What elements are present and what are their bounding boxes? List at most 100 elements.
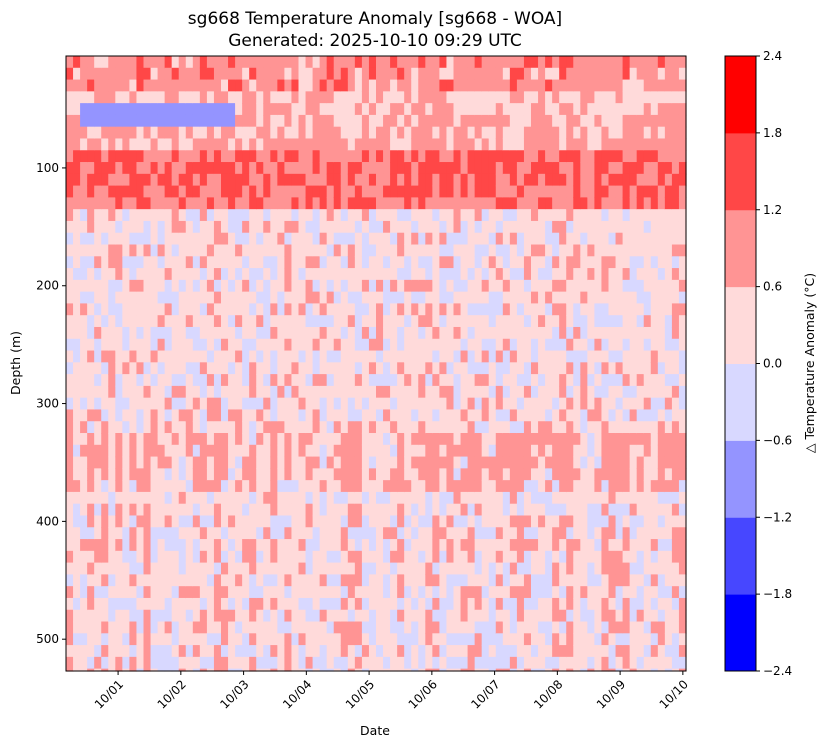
heatmap-cell [580,315,588,328]
heatmap-cell [446,315,455,328]
heatmap-cell [368,456,377,469]
heatmap-cell [305,162,314,175]
heatmap-cell [488,185,497,198]
heatmap-cell [185,114,194,128]
heatmap-cell [213,338,222,352]
heatmap-cell [298,79,307,92]
heatmap-cell [383,562,391,575]
heatmap-cell [164,515,173,528]
heatmap-cell [150,350,159,363]
heatmap-cell [213,374,222,387]
heatmap-cell [94,633,102,646]
heatmap-cell [305,103,314,116]
heatmap-cell [587,374,596,387]
heatmap-cell [531,150,539,163]
heatmap-cell [481,326,490,340]
heatmap-cell [249,645,257,658]
heatmap-cell [150,197,159,210]
heatmap-cell [150,114,159,128]
heatmap-cell [502,209,511,222]
heatmap-cell [622,114,631,128]
heatmap-cell [305,350,314,363]
heatmap-cell [284,480,293,493]
heatmap-cell [143,609,152,623]
heatmap-cell [425,668,433,672]
heatmap-cell [333,315,342,328]
heatmap-cell [411,185,419,198]
heatmap-cell [643,232,652,246]
heatmap-cell [383,244,391,257]
heatmap-cell [319,574,328,587]
heatmap-cell [80,562,88,575]
heatmap-cell [376,468,384,481]
heatmap-cell [643,350,652,363]
heatmap-cell [298,338,307,352]
heatmap-cell [157,232,166,246]
heatmap-cell [305,268,314,281]
heatmap-cell [467,539,476,552]
heatmap-cell [495,609,504,623]
heatmap-cell [671,480,680,493]
heatmap-cell [467,268,476,281]
heatmap-cell [538,385,546,399]
heatmap-cell [277,67,286,81]
heatmap-cell [559,197,567,210]
heatmap-cell [347,56,356,69]
heatmap-cell [481,103,490,116]
heatmap-cell [80,586,88,599]
heatmap-cell [664,621,673,634]
heatmap-cell [368,468,377,481]
heatmap-cell [622,409,631,422]
heatmap-cell [516,291,525,305]
heatmap-cell [573,374,581,387]
heatmap-cell [305,645,314,658]
heatmap-cell [439,126,448,140]
heatmap-cell [650,67,659,81]
heatmap-cell [587,421,596,434]
heatmap-cell [326,114,335,128]
heatmap-cell [199,409,208,422]
heatmap-cell [333,527,342,540]
heatmap-cell [108,421,116,434]
heatmap-cell [629,550,638,564]
heatmap-cell [171,291,180,305]
heatmap-cell [213,539,222,552]
heatmap-cell [270,197,278,210]
heatmap-cell [361,621,370,634]
heatmap-cell [185,103,194,116]
heatmap-cell [178,338,187,352]
heatmap-cell [580,362,588,375]
heatmap-cell [157,491,166,505]
heatmap-cell [66,291,74,305]
heatmap-cell [206,421,215,434]
y-tick-label: 500 [36,632,59,646]
heatmap-cell [411,244,419,257]
heatmap-cell [101,527,109,540]
heatmap-cell [531,656,539,670]
heatmap-cell [256,385,264,399]
heatmap-cell [390,609,398,623]
heatmap-cell [263,173,271,187]
heatmap-cell [488,138,497,151]
heatmap-cell [312,621,321,634]
heatmap-cell [608,562,617,575]
heatmap-cell [284,291,293,305]
heatmap-cell [122,444,131,458]
heatmap-cell [213,220,222,234]
heatmap-cell [397,114,405,128]
heatmap-cell [629,79,638,92]
heatmap-cell [108,444,116,458]
heatmap-cell [213,244,222,257]
heatmap-cell [361,562,370,575]
heatmap-cell [347,645,356,658]
heatmap-cell [502,150,511,163]
heatmap-cell [178,586,187,599]
heatmap-cell [361,645,370,658]
heatmap-cell [538,268,546,281]
heatmap-cell [678,209,687,222]
heatmap-cell [636,515,645,528]
heatmap-cell [643,515,652,528]
heatmap-cell [150,397,159,411]
heatmap-cell [143,621,152,634]
heatmap-cell [221,656,229,670]
